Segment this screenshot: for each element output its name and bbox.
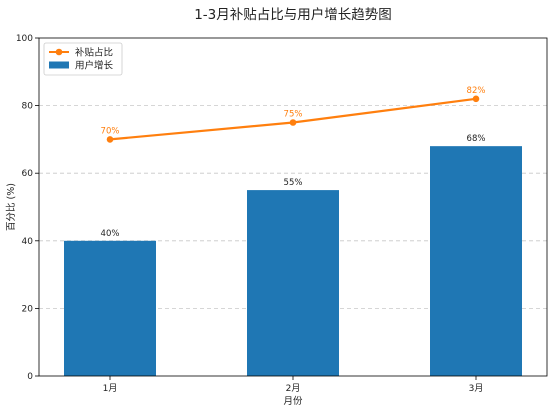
- x-tick-label: 3月: [469, 383, 484, 394]
- x-tick-label: 2月: [286, 383, 301, 394]
- line-data-label: 82%: [467, 86, 486, 96]
- legend-label-bar: 用户增长: [75, 60, 114, 72]
- bar-data-label: 40%: [101, 229, 120, 239]
- y-tick-label: 20: [22, 304, 34, 314]
- bar-data-label: 55%: [284, 178, 303, 188]
- x-axis-label: 月份: [283, 395, 303, 407]
- y-tick-label: 100: [16, 34, 33, 44]
- x-tick-label: 1月: [103, 383, 118, 394]
- legend: 补贴占比 用户增长: [43, 42, 123, 76]
- bar-data-label: 68%: [467, 134, 486, 144]
- line-data-label: 75%: [284, 110, 303, 120]
- line-point: [472, 95, 480, 103]
- chart-title: 1-3月补贴占比与用户增长趋势图: [194, 6, 392, 23]
- legend-bar-swatch: [49, 61, 69, 69]
- bar: [430, 146, 522, 376]
- x-axis-ticks: 1月 2月 3月: [103, 376, 484, 394]
- line-point: [106, 136, 114, 143]
- y-axis-ticks: 0 20 40 60 80 100: [16, 34, 39, 382]
- bars: 40% 55% 68%: [64, 134, 522, 376]
- y-tick-label: 80: [22, 102, 34, 112]
- y-tick-label: 0: [27, 372, 33, 382]
- line-point: [289, 119, 297, 126]
- line-series: 70% 75% 82%: [101, 86, 486, 143]
- line-data-label: 70%: [101, 126, 120, 136]
- legend-line-marker: [55, 48, 63, 56]
- bar: [64, 240, 156, 376]
- y-axis-label: 百分比 (%): [5, 183, 17, 231]
- y-tick-label: 40: [22, 237, 34, 247]
- bar: [247, 190, 339, 376]
- legend-label-line: 补贴占比: [75, 47, 113, 59]
- y-tick-label: 60: [22, 169, 34, 179]
